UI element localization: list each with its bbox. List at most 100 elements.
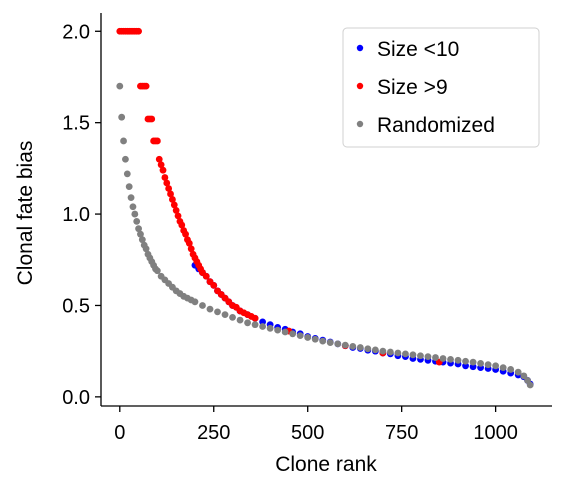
point-randomized (206, 305, 214, 313)
point-randomized (371, 346, 379, 354)
x-tick-label: 750 (385, 422, 418, 444)
point-size-9 (157, 161, 165, 169)
point-randomized (507, 366, 515, 373)
point-randomized (499, 364, 507, 372)
y-axis-title: Clonal fate bias (14, 141, 37, 286)
legend-label-randomized: Randomized (377, 114, 495, 137)
point-randomized (266, 324, 274, 332)
point-randomized (120, 137, 127, 145)
point-randomized (439, 355, 447, 362)
point-randomized (417, 352, 424, 360)
point-randomized (326, 339, 334, 346)
point-randomized (214, 308, 221, 316)
legend: Size <10 Size >9 Randomized (342, 27, 540, 148)
point-randomized (199, 302, 206, 309)
point-randomized (356, 344, 364, 351)
point-randomized (334, 340, 342, 348)
point-size-9 (185, 239, 193, 247)
legend-marker-size-lt10 (356, 44, 364, 52)
point-randomized (191, 298, 199, 306)
point-randomized (137, 230, 144, 238)
point-randomized (244, 319, 251, 327)
y-axis-ticks: 0.0 0.5 1.0 1.5 2.0 (62, 21, 101, 409)
point-randomized (131, 210, 139, 218)
legend-label-size-gt9: Size >9 (377, 76, 448, 99)
point-randomized (251, 321, 259, 329)
point-size-9 (202, 272, 210, 280)
point-randomized (432, 354, 439, 361)
point-randomized (454, 356, 462, 364)
point-randomized (311, 335, 319, 343)
point-randomized (520, 372, 528, 380)
point-randomized (118, 113, 126, 121)
point-randomized (514, 368, 522, 376)
point-size-9 (165, 185, 173, 192)
point-size-9 (135, 27, 142, 35)
legend-marker-size-gt9 (356, 82, 364, 90)
legend-marker-randomized (356, 120, 364, 128)
point-size-9 (182, 230, 189, 238)
point-randomized (341, 341, 349, 349)
x-axis-ticks: 0 250 500 750 1000 (114, 406, 518, 444)
point-randomized (394, 349, 402, 357)
point-size-9 (167, 190, 174, 198)
point-size-9 (159, 166, 167, 174)
point-randomized (274, 326, 282, 334)
x-tick-label: 250 (197, 422, 230, 444)
point-randomized (492, 362, 500, 370)
point-size-9 (142, 82, 150, 90)
point-randomized (153, 267, 161, 275)
point-randomized (386, 348, 394, 356)
x-tick-label: 1000 (473, 422, 518, 444)
point-randomized (447, 355, 454, 363)
point-size-9 (148, 115, 156, 123)
point-randomized (129, 203, 137, 211)
legend-box (342, 27, 540, 148)
point-randomized (469, 358, 477, 366)
point-size-9 (251, 314, 259, 322)
point-randomized (221, 311, 229, 318)
point-size-9 (210, 281, 218, 289)
point-randomized (379, 347, 387, 355)
point-randomized (526, 381, 534, 389)
y-tick-label: 0.0 (62, 387, 90, 409)
point-randomized (402, 350, 409, 358)
point-randomized (319, 337, 327, 345)
point-randomized (281, 328, 289, 336)
point-size-9 (187, 245, 195, 253)
point-randomized (289, 330, 297, 338)
x-axis-title: Clone rank (275, 453, 377, 476)
y-tick-label: 2.0 (62, 21, 90, 43)
point-size-9 (153, 137, 161, 145)
point-size-9 (178, 221, 186, 229)
y-tick-label: 0.5 (62, 295, 90, 317)
point-randomized (138, 236, 146, 244)
point-randomized (122, 155, 129, 163)
point-randomized (477, 360, 484, 367)
point-size-9 (163, 179, 171, 187)
point-randomized (296, 332, 304, 340)
point-randomized (462, 357, 469, 365)
point-randomized (236, 316, 244, 324)
point-randomized (125, 183, 133, 191)
point-size-9 (172, 207, 180, 214)
point-size-9 (161, 174, 169, 181)
point-randomized (409, 351, 417, 359)
point-randomized (259, 323, 267, 330)
point-randomized (127, 194, 135, 202)
legend-label-size-lt10: Size <10 (377, 38, 459, 61)
point-randomized (484, 361, 492, 369)
point-randomized (116, 82, 124, 90)
point-randomized (424, 353, 432, 361)
point-randomized (364, 345, 372, 353)
point-randomized (229, 313, 236, 321)
point-randomized (304, 334, 312, 341)
point-size-9 (174, 212, 182, 220)
x-tick-label: 500 (291, 422, 324, 444)
point-randomized (349, 343, 357, 350)
point-size-9 (170, 201, 178, 209)
point-randomized (123, 170, 131, 178)
point-randomized (142, 245, 150, 253)
x-tick-label: 0 (114, 422, 125, 444)
